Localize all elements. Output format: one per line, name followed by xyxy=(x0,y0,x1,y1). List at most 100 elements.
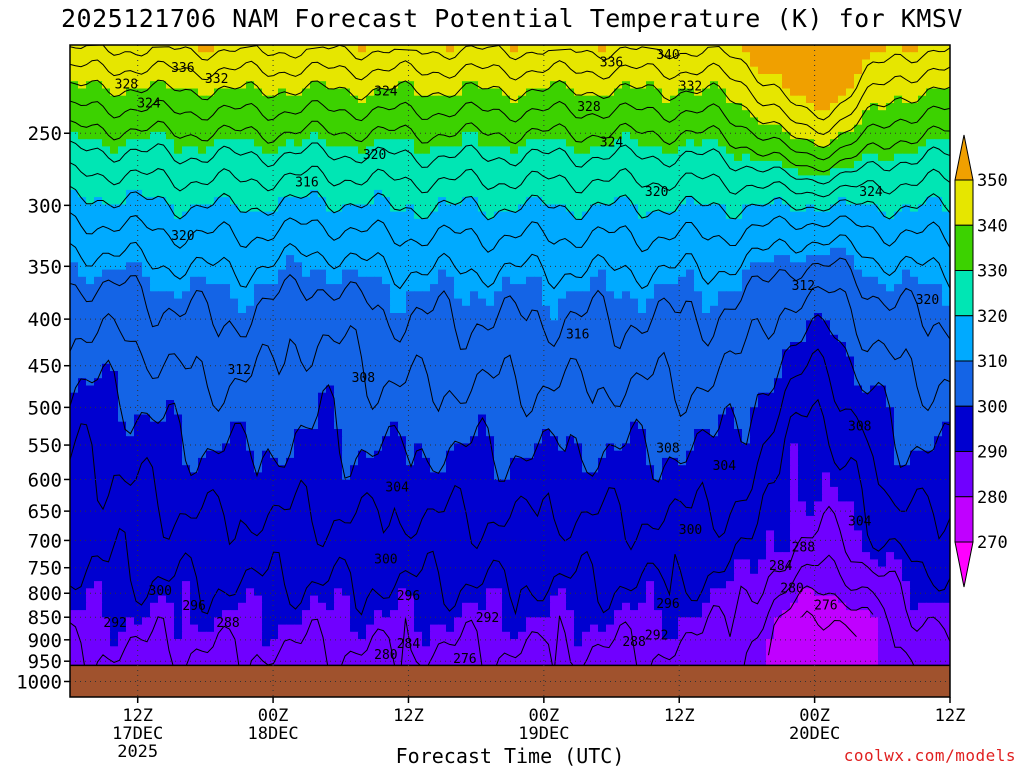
y-tick-label: 700 xyxy=(28,530,62,552)
contour-292 xyxy=(70,398,950,616)
x-tick-sublabel: 2025 xyxy=(117,742,158,762)
contour-label: 340 xyxy=(656,48,679,63)
y-tick-label: 400 xyxy=(28,309,62,331)
contour-label: 300 xyxy=(679,523,702,538)
contour-label: 296 xyxy=(182,599,205,614)
contour-label: 336 xyxy=(171,61,194,76)
x-tick-sublabel: 17DEC xyxy=(112,724,163,744)
y-tick-label: 900 xyxy=(28,630,62,652)
contour-label: 292 xyxy=(645,628,668,643)
x-tick-label: 12Z xyxy=(393,706,424,726)
contour-label: 288 xyxy=(792,541,815,556)
colorbar-label: 270 xyxy=(977,533,1008,553)
contour-label: 296 xyxy=(397,589,420,604)
contour-328 xyxy=(70,140,950,185)
source-credit: coolwx.com/models xyxy=(843,746,1016,765)
contour-label: 292 xyxy=(103,616,126,631)
contour-label: 304 xyxy=(848,514,872,529)
contour-label: 284 xyxy=(397,637,421,652)
y-tick-label: 850 xyxy=(28,607,62,629)
grid-lines xyxy=(70,45,950,697)
colorbar-box xyxy=(954,315,974,362)
contour-label: 308 xyxy=(848,420,871,435)
contour-316 xyxy=(70,212,950,253)
contour-label: 300 xyxy=(149,584,172,599)
contour-label: 292 xyxy=(476,611,499,626)
y-tick-label: 300 xyxy=(28,195,62,217)
contour-324 xyxy=(70,162,950,198)
contour-labels: 336 332 328 324 324 336 340 332 328 324 320 316 320 3… xyxy=(103,48,939,667)
contour-label: 312 xyxy=(792,279,815,294)
y-tick-label: 550 xyxy=(28,435,62,457)
contour-label: 316 xyxy=(295,175,318,190)
contour-label: 288 xyxy=(216,616,239,631)
x-tick-label: 00Z xyxy=(528,706,559,726)
x-tick-label: 00Z xyxy=(258,706,289,726)
contour-label: 308 xyxy=(656,442,679,457)
contour-label: 332 xyxy=(679,79,702,94)
contour-label: 276 xyxy=(453,652,476,667)
contour-340 xyxy=(70,79,950,149)
contour-label: 304 xyxy=(385,480,409,495)
contour-label: 284 xyxy=(769,559,793,574)
colorbar-label: 290 xyxy=(977,443,1008,463)
y-tick-label: 750 xyxy=(28,558,62,580)
colorbar-label: 340 xyxy=(977,216,1008,236)
y-tick-label: 650 xyxy=(28,501,62,523)
colorbar-box xyxy=(954,224,974,271)
contour-336 xyxy=(70,99,950,161)
x-tick-sublabel: 19DEC xyxy=(518,724,569,744)
contour-304 xyxy=(70,286,950,418)
x-tick-label: 12Z xyxy=(935,706,966,726)
y-tick-label: 1000 xyxy=(16,671,62,693)
contour-288 xyxy=(70,505,950,681)
contour-label: 312 xyxy=(227,363,250,378)
y-tick-label: 600 xyxy=(28,469,62,491)
colorbar-label: 280 xyxy=(977,488,1008,508)
contour-label: 276 xyxy=(814,598,837,613)
colorbar-label: 300 xyxy=(977,397,1008,417)
contour-label: 316 xyxy=(566,328,589,343)
colorbar-box xyxy=(954,405,974,452)
y-tick-label: 500 xyxy=(28,397,62,419)
plot-frame xyxy=(69,44,951,698)
colorbar-box xyxy=(954,360,974,407)
colorbar-box xyxy=(954,179,974,226)
x-tick-label: 12Z xyxy=(122,706,153,726)
contour-276 xyxy=(801,610,857,638)
contour-label: 336 xyxy=(600,55,623,70)
contour-label: 296 xyxy=(656,597,679,612)
y-axis: 2503003504004505005506006507007508008509… xyxy=(16,123,70,693)
contour-label: 324 xyxy=(137,97,161,112)
x-tick-label: 00Z xyxy=(799,706,830,726)
contour-344 xyxy=(70,59,950,136)
contour-320 xyxy=(70,185,950,221)
contour-label: 320 xyxy=(645,185,668,200)
contour-348 xyxy=(70,45,950,121)
contour-label: 280 xyxy=(374,648,397,663)
colorbar-box xyxy=(954,270,974,317)
contour-label: 320 xyxy=(171,229,194,244)
colorbar-box xyxy=(954,451,974,498)
contour-label: 332 xyxy=(205,72,228,87)
x-tick-sublabel: 18DEC xyxy=(247,724,298,744)
contour-308 xyxy=(70,257,950,350)
contour-332 xyxy=(70,120,950,173)
contour-label: 320 xyxy=(363,148,386,163)
colorbar-label: 330 xyxy=(977,262,1008,282)
colorbar-bottom-arrow xyxy=(954,541,974,588)
contour-label: 324 xyxy=(859,185,883,200)
contour-label: 288 xyxy=(622,635,645,650)
y-tick-label: 250 xyxy=(28,123,62,145)
x-tick-sublabel: 20DEC xyxy=(789,724,840,744)
colorbar-top-arrow xyxy=(954,134,974,181)
y-tick-label: 800 xyxy=(28,583,62,605)
contour-label: 300 xyxy=(374,553,397,568)
colorbar-label: 310 xyxy=(977,352,1008,372)
x-axis-title: Forecast Time (UTC) xyxy=(395,744,625,768)
contour-label: 324 xyxy=(600,136,624,151)
contour-312 xyxy=(70,234,950,290)
contour-296 xyxy=(70,348,950,551)
